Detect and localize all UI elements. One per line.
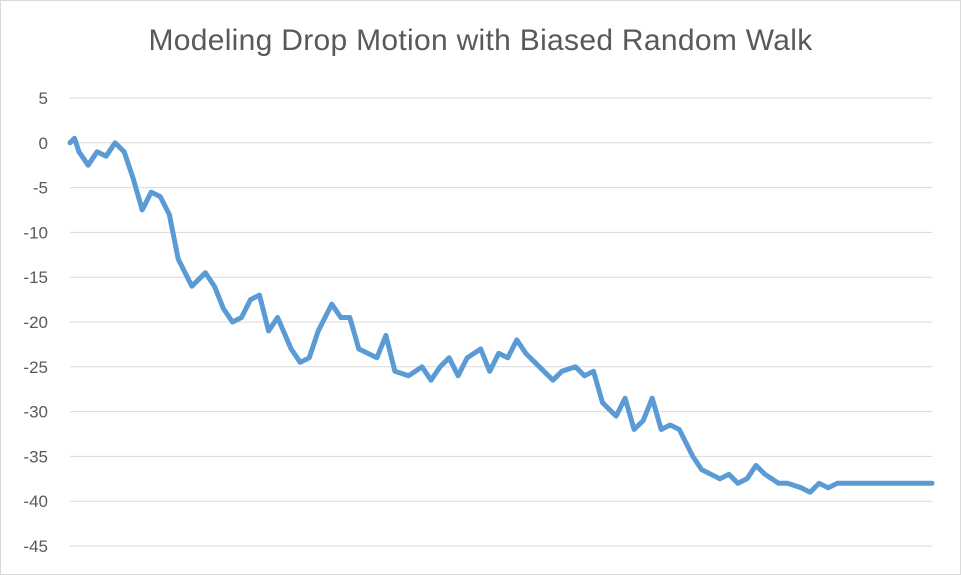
gridlines <box>70 97 932 547</box>
y-tick-label: -40 <box>23 492 48 511</box>
y-tick-label: -35 <box>23 447 48 466</box>
y-tick-label: -30 <box>23 403 48 422</box>
series-line <box>67 135 935 495</box>
y-tick-label: 5 <box>39 89 48 108</box>
y-tick-label: -10 <box>23 223 48 242</box>
y-tick-label: -20 <box>23 313 48 332</box>
y-tick-label: -15 <box>23 268 48 287</box>
y-axis-tick-labels: 5 0 -5 -10 -15 -20 -25 -30 -35 -40 -45 <box>23 89 48 556</box>
y-tick-label: -45 <box>23 537 48 556</box>
y-tick-label: -5 <box>33 179 48 198</box>
series-group <box>67 135 935 495</box>
chart-title: Modeling Drop Motion with Biased Random … <box>148 24 813 57</box>
y-tick-label: 0 <box>39 134 48 153</box>
y-tick-label: -25 <box>23 358 48 377</box>
